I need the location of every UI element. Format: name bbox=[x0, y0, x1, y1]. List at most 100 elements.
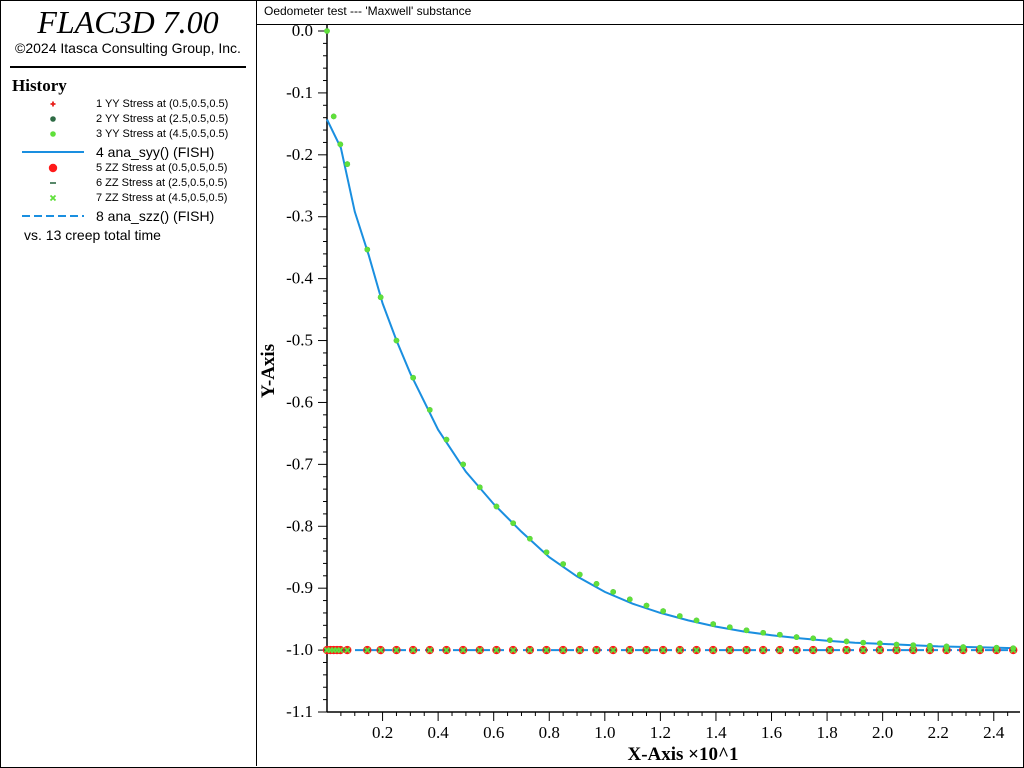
legend-item: 7 ZZ Stress at (4.5,0.5,0.5) bbox=[0, 191, 256, 205]
data-point bbox=[927, 642, 933, 649]
x-axis-label: X-Axis ×10^1 bbox=[627, 744, 738, 765]
data-point bbox=[526, 646, 533, 654]
x-tick-label: 1.8 bbox=[816, 723, 837, 742]
legend-swatch bbox=[50, 101, 56, 107]
legend-divider bbox=[10, 66, 246, 68]
big-dot-marker-icon bbox=[48, 163, 58, 173]
data-point bbox=[364, 246, 371, 253]
data-point bbox=[510, 646, 517, 654]
data-point bbox=[693, 646, 700, 654]
data-point bbox=[377, 294, 384, 301]
legend-item: 5 ZZ Stress at (0.5,0.5,0.5) bbox=[0, 161, 256, 175]
data-point bbox=[760, 629, 766, 636]
x-tick-label: 1.6 bbox=[761, 723, 782, 742]
data-point bbox=[727, 624, 733, 630]
legend-item-label: 7 ZZ Stress at (4.5,0.5,0.5) bbox=[96, 192, 228, 204]
data-point bbox=[760, 646, 767, 654]
data-point bbox=[910, 646, 917, 654]
solid-line-icon bbox=[22, 151, 84, 153]
data-point bbox=[344, 161, 351, 167]
x-tick-label: 1.2 bbox=[650, 723, 671, 742]
data-point bbox=[810, 646, 817, 654]
legend-swatch bbox=[50, 131, 56, 137]
data-point bbox=[660, 608, 666, 614]
y-tick-label: -0.5 bbox=[286, 331, 313, 350]
data-point bbox=[926, 646, 934, 654]
data-point bbox=[827, 637, 833, 643]
data-point bbox=[410, 374, 416, 381]
data-point bbox=[743, 627, 750, 634]
data-point bbox=[510, 520, 516, 526]
x-tick-label: 2.2 bbox=[928, 723, 949, 742]
app-title: FLAC3D 7.00 bbox=[37, 4, 219, 40]
legend-item-label: 5 ZZ Stress at (0.5,0.5,0.5) bbox=[96, 162, 228, 174]
data-point bbox=[460, 461, 466, 468]
data-point bbox=[493, 646, 500, 654]
legend-item: 4 ana_syy() (FISH) bbox=[0, 144, 256, 160]
data-point bbox=[676, 646, 683, 654]
legend-swatch bbox=[49, 194, 57, 202]
data-point bbox=[693, 617, 700, 624]
y-tick-label: -0.3 bbox=[286, 207, 313, 226]
data-point bbox=[610, 646, 617, 654]
data-point bbox=[576, 646, 583, 654]
data-point bbox=[593, 646, 600, 654]
legend-swatch bbox=[48, 163, 58, 173]
y-tick-label: -0.8 bbox=[286, 516, 313, 535]
data-point bbox=[877, 640, 883, 647]
data-point bbox=[324, 28, 330, 34]
data-point bbox=[560, 646, 567, 654]
data-point bbox=[577, 571, 583, 578]
legend-heading: History bbox=[12, 76, 67, 95]
legend-item: 3 YY Stress at (4.5,0.5,0.5) bbox=[0, 127, 256, 141]
data-point bbox=[960, 644, 967, 650]
data-point bbox=[344, 646, 351, 654]
y-tick-label: -0.6 bbox=[286, 392, 313, 411]
copyright-notice: ©2024 Itasca Consulting Group, Inc. bbox=[15, 40, 241, 56]
legend-item-label: 2 YY Stress at (2.5,0.5,0.5) bbox=[96, 113, 229, 125]
data-point bbox=[910, 642, 917, 648]
data-point bbox=[426, 646, 433, 654]
data-point bbox=[860, 646, 867, 654]
data-point bbox=[943, 643, 950, 650]
data-point bbox=[643, 602, 650, 609]
data-point bbox=[993, 644, 1000, 651]
legend-item: 6 ZZ Stress at (2.5,0.5,0.5) bbox=[0, 176, 256, 190]
data-point bbox=[337, 646, 344, 654]
y-tick-label: -1.0 bbox=[286, 640, 313, 659]
data-point bbox=[443, 436, 450, 443]
data-point bbox=[843, 638, 850, 645]
legend-item: 1 YY Stress at (0.5,0.5,0.5) bbox=[0, 97, 256, 111]
data-point bbox=[477, 484, 483, 491]
data-point bbox=[627, 596, 633, 603]
x-tick-label: 0.6 bbox=[483, 723, 504, 742]
y-tick-label: 0.0 bbox=[292, 21, 313, 40]
x-tick-label: 1.0 bbox=[594, 723, 615, 742]
title-divider bbox=[257, 24, 1023, 25]
data-point bbox=[876, 646, 884, 654]
data-point bbox=[677, 613, 683, 619]
data-point bbox=[793, 634, 800, 640]
data-point bbox=[843, 646, 850, 654]
data-point bbox=[726, 646, 733, 654]
data-point bbox=[826, 646, 833, 654]
y-tick-label: -0.9 bbox=[286, 578, 313, 597]
data-point bbox=[593, 581, 600, 587]
legend-item-label: 8 ana_szz() (FISH) bbox=[96, 208, 215, 224]
y-axis-label: Y-Axis bbox=[258, 344, 279, 398]
data-point bbox=[426, 407, 433, 413]
legend-swatch bbox=[50, 116, 56, 122]
data-point bbox=[893, 641, 900, 648]
y-tick-label: -0.7 bbox=[286, 454, 313, 473]
legend-item-label: 3 YY Stress at (4.5,0.5,0.5) bbox=[96, 128, 229, 140]
legend-item-label: 6 ZZ Stress at (2.5,0.5,0.5) bbox=[96, 177, 228, 189]
legend-panel: FLAC3D 7.00 ©2024 Itasca Consulting Grou… bbox=[0, 0, 257, 766]
chart-title: Oedometer test --- 'Maxwell' substance bbox=[264, 4, 472, 18]
data-point bbox=[860, 639, 866, 646]
data-point bbox=[409, 646, 417, 654]
dashed-line-icon bbox=[22, 215, 84, 217]
data-point bbox=[393, 646, 400, 654]
data-point bbox=[710, 646, 717, 654]
legend-footer: vs. 13 creep total time bbox=[24, 227, 161, 243]
